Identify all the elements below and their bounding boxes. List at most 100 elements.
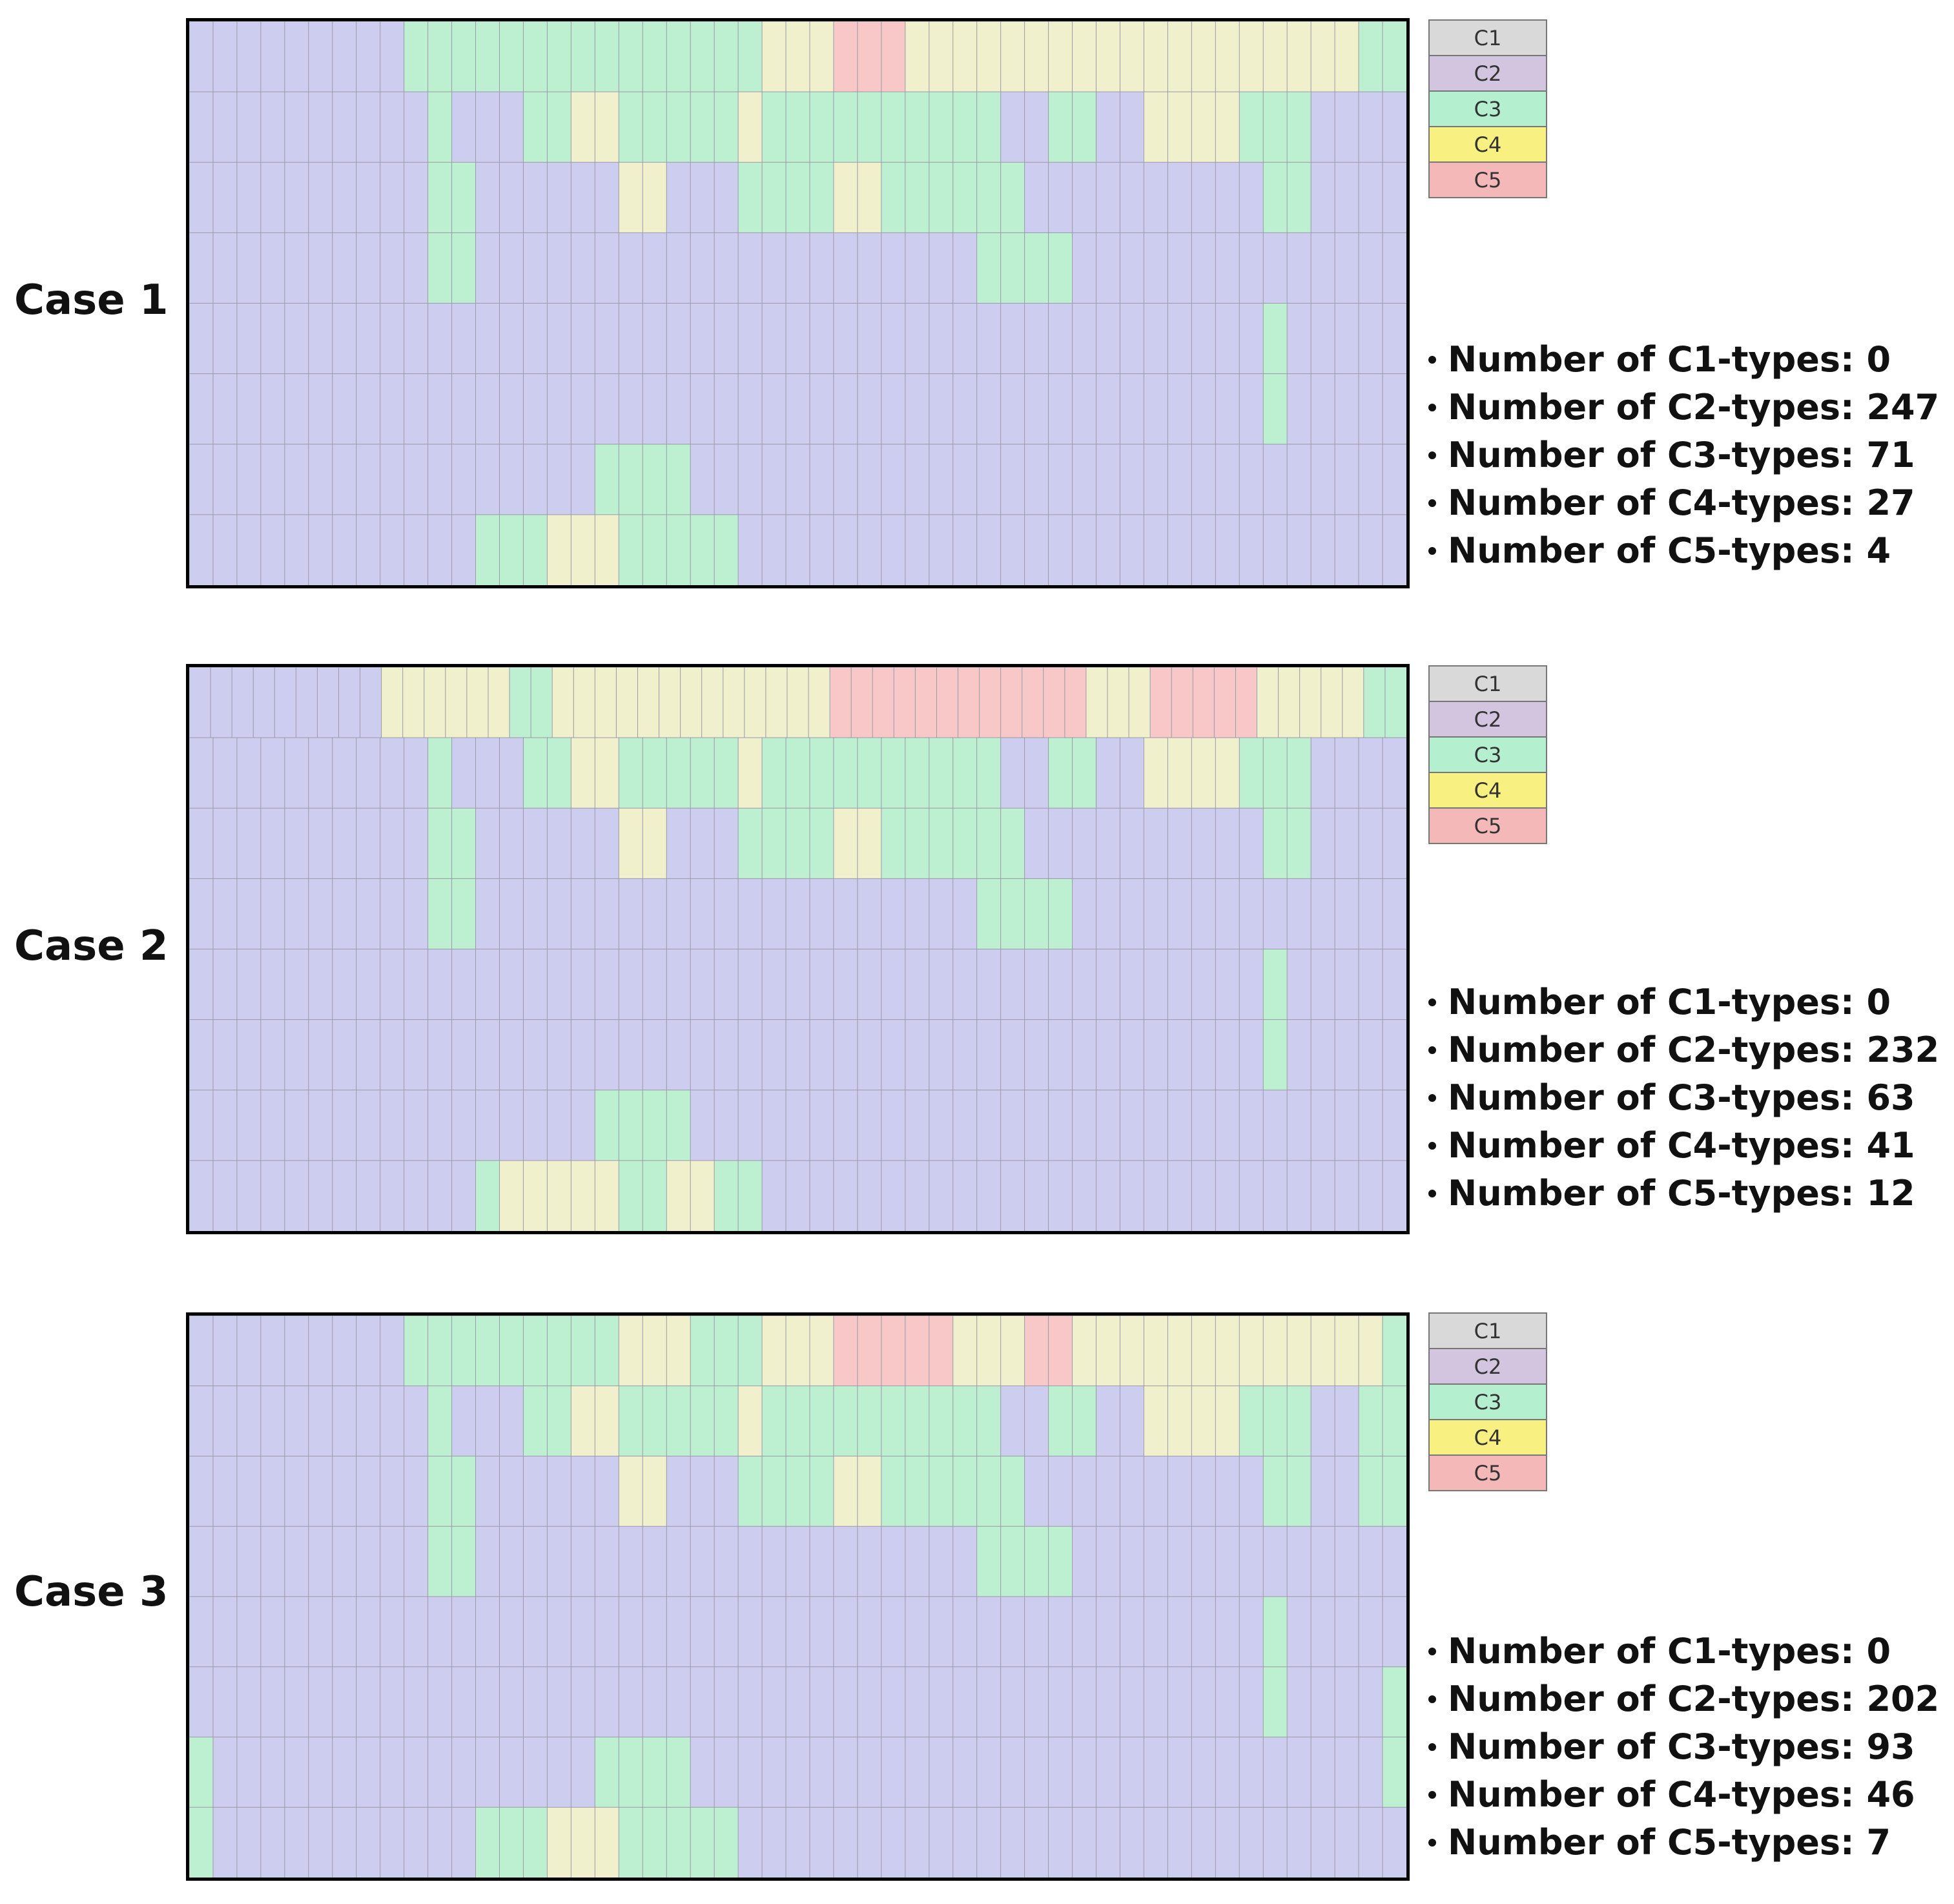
cell-c2 xyxy=(905,1019,930,1091)
cell-c3 xyxy=(1262,373,1288,445)
cell-c2 xyxy=(857,232,882,304)
cell-c4 xyxy=(594,667,617,739)
cell-c2 xyxy=(212,807,238,880)
cell-c2 xyxy=(522,161,548,234)
cell-c2 xyxy=(929,1019,954,1091)
cell-c2 xyxy=(690,1666,715,1738)
cell-c2 xyxy=(594,1666,620,1738)
cell-c2 xyxy=(308,161,333,234)
cell-c2 xyxy=(427,514,453,585)
cell-c3 xyxy=(642,514,668,585)
cell-c4 xyxy=(445,667,468,739)
cell-c2 xyxy=(1334,1806,1360,1878)
cell-c4 xyxy=(1000,21,1025,93)
cell-c2 xyxy=(522,373,548,445)
case-2-panel: Case 2 C1 C2 C3 C4 C5 Number of C1-types… xyxy=(0,646,1954,1234)
cell-c2 xyxy=(404,807,429,880)
cell-c3 xyxy=(881,161,906,234)
cell-c2 xyxy=(1239,878,1264,950)
cell-c2 xyxy=(212,878,238,950)
cell-c3 xyxy=(1262,303,1288,375)
cell-c2 xyxy=(212,444,238,515)
cell-c2 xyxy=(714,1666,739,1738)
cell-c3 xyxy=(427,1316,453,1387)
cell-c2 xyxy=(404,373,429,445)
cell-c2 xyxy=(380,1666,405,1738)
cell-c2 xyxy=(360,667,382,739)
cell-c2 xyxy=(1024,1596,1049,1668)
cell-c3 xyxy=(1072,737,1097,809)
cell-c4 xyxy=(857,161,882,234)
cell-c2 xyxy=(881,1806,906,1878)
bullet-icon xyxy=(1428,1791,1436,1799)
cell-c2 xyxy=(427,1666,453,1738)
cell-c2 xyxy=(1119,303,1145,375)
cell-c2 xyxy=(905,514,930,585)
cell-c4 xyxy=(737,1385,763,1457)
cell-c2 xyxy=(475,1019,500,1091)
cell-c2 xyxy=(212,1385,238,1457)
cell-c2 xyxy=(618,373,644,445)
cell-c2 xyxy=(332,303,357,375)
cell-c2 xyxy=(356,373,381,445)
stat-c4-count: Number of C4-types: 27 xyxy=(1428,479,1945,527)
cell-c5 xyxy=(979,667,1002,739)
cell-c2 xyxy=(522,303,548,375)
cell-c2 xyxy=(332,1316,357,1387)
cell-c4 xyxy=(381,667,404,739)
cell-c2 xyxy=(522,1666,548,1738)
cell-c2 xyxy=(1191,1596,1217,1668)
cell-c2 xyxy=(1024,1806,1049,1878)
cell-c2 xyxy=(332,1806,357,1878)
cell-c4 xyxy=(642,807,668,880)
cell-c2 xyxy=(1119,1385,1145,1457)
cell-c3 xyxy=(642,1090,668,1161)
cell-c2 xyxy=(952,232,978,304)
cell-c4 xyxy=(570,514,596,585)
cell-c2 xyxy=(1072,514,1097,585)
cell-c2 xyxy=(570,1737,596,1808)
cell-c2 xyxy=(761,514,787,585)
cell-c2 xyxy=(332,1385,357,1457)
cell-c3 xyxy=(737,1456,763,1527)
cell-c4 xyxy=(1191,1385,1217,1457)
cell-c2 xyxy=(1072,1090,1097,1161)
cell-c2 xyxy=(1239,1806,1264,1878)
cell-c2 xyxy=(1215,514,1240,585)
cell-c2 xyxy=(1167,232,1193,304)
cell-c3 xyxy=(785,807,810,880)
cell-c2 xyxy=(522,1019,548,1091)
cell-c2 xyxy=(212,1456,238,1527)
cell-c2 xyxy=(308,878,333,950)
stat-c3-count: Number of C3-types: 93 xyxy=(1428,1723,1945,1771)
cell-c5 xyxy=(1064,667,1087,739)
cell-c2 xyxy=(881,232,906,304)
cell-c2 xyxy=(1096,1019,1121,1091)
cell-c2 xyxy=(1310,1160,1336,1231)
cell-c3 xyxy=(976,1526,1002,1597)
cell-c2 xyxy=(714,232,739,304)
cell-c2 xyxy=(356,161,381,234)
cell-c3 xyxy=(1286,807,1312,880)
bullet-icon xyxy=(1428,1648,1436,1655)
cell-c2 xyxy=(404,1526,429,1597)
cell-c3 xyxy=(522,1316,548,1387)
cell-c2 xyxy=(546,444,572,515)
cell-c2 xyxy=(1143,878,1169,950)
cell-c4 xyxy=(594,1160,620,1231)
case-2-heatmap xyxy=(186,664,1410,1234)
cell-c2 xyxy=(785,514,810,585)
cell-c2 xyxy=(1239,1019,1264,1091)
cell-c2 xyxy=(284,1596,309,1668)
cell-c2 xyxy=(737,1019,763,1091)
cell-c4 xyxy=(1334,1316,1360,1387)
cell-c3 xyxy=(976,91,1002,163)
cell-c2 xyxy=(260,1316,285,1387)
cell-c2 xyxy=(905,1737,930,1808)
cell-c2 xyxy=(737,1737,763,1808)
cell-c3 xyxy=(451,878,477,950)
cell-c2 xyxy=(1286,444,1312,515)
cell-c2 xyxy=(1072,161,1097,234)
cell-c2 xyxy=(189,949,214,1020)
cell-c2 xyxy=(380,303,405,375)
